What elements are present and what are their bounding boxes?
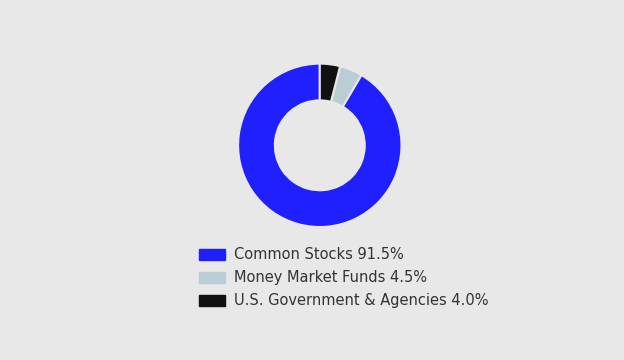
Wedge shape: [331, 66, 361, 107]
Wedge shape: [320, 64, 340, 102]
Wedge shape: [238, 64, 401, 227]
Legend: Common Stocks 91.5%, Money Market Funds 4.5%, U.S. Government & Agencies 4.0%: Common Stocks 91.5%, Money Market Funds …: [199, 247, 489, 309]
